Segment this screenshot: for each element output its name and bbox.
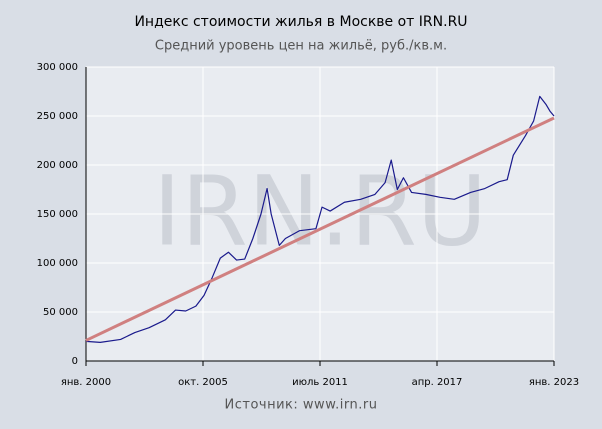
- y-tick-label: 150 000: [37, 209, 78, 220]
- x-tick-label: янв. 2023: [529, 377, 579, 388]
- y-tick-label: 50 000: [43, 307, 78, 318]
- series-line: [85, 95, 555, 343]
- y-tick-label: 200 000: [37, 160, 78, 171]
- x-tick-label: янв. 2000: [61, 377, 111, 388]
- x-tick-label: окт. 2005: [178, 377, 228, 388]
- y-tick-label: 100 000: [37, 258, 78, 269]
- chart-subtitle: Средний уровень цен на жильё, руб./кв.м.: [155, 39, 447, 54]
- y-tick-label: 300 000: [37, 62, 78, 73]
- source: Источник: www.irn.ru: [225, 398, 378, 413]
- y-tick-label: 0: [72, 356, 78, 367]
- series-line: [85, 116, 555, 342]
- y-tick-label: 250 000: [37, 111, 78, 122]
- chart-title: Индекс стоимости жилья в Москве от IRN.R…: [134, 14, 467, 30]
- x-tick-label: июль 2011: [292, 377, 348, 388]
- x-tick-label: апр. 2017: [412, 377, 463, 388]
